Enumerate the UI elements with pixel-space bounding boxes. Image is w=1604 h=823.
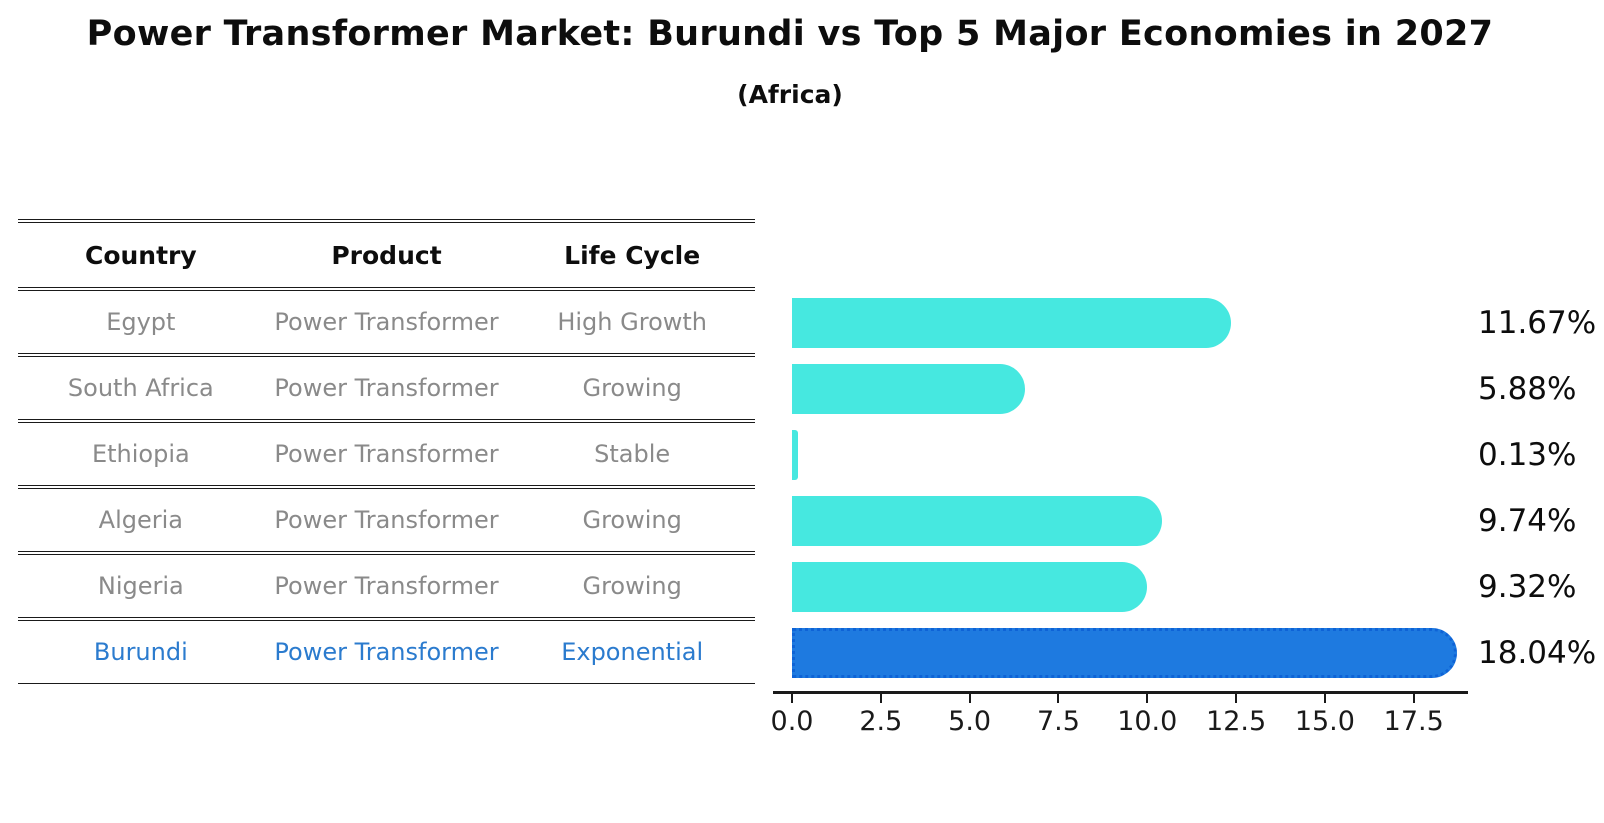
x-axis-tick [1412, 694, 1415, 703]
column-header-lifecycle: Life Cycle [564, 240, 701, 270]
cell-product: Power Transformer [274, 308, 499, 336]
table-row-highlighted: Burundi Power Transformer Exponential [18, 620, 755, 684]
value-labels: 11.67% 5.88% 0.13% 9.74% 9.32% 18.04% [1478, 290, 1604, 686]
x-axis-tick-label: 12.5 [1206, 706, 1267, 737]
country-table: Country Product Life Cycle Egypt Power T… [18, 219, 755, 684]
bar-row [792, 554, 1467, 620]
cell-country: Nigeria [97, 572, 184, 600]
column-header-product: Product [331, 240, 442, 270]
value-label: 9.32% [1478, 569, 1577, 605]
table-row: Ethiopia Power Transformer Stable [18, 422, 755, 486]
table-row: Egypt Power Transformer High Growth [18, 290, 755, 354]
cell-lifecycle: Growing [582, 572, 682, 600]
cell-product: Power Transformer [274, 506, 499, 534]
cell-country: Ethiopia [91, 440, 190, 468]
value-label: 0.13% [1478, 437, 1577, 473]
bar-burundi-highlighted [792, 628, 1457, 678]
table-top-rule [18, 219, 755, 220]
bar-row [792, 620, 1467, 686]
bar-row [792, 488, 1467, 554]
bar-south-africa [792, 364, 1025, 414]
table-row: South Africa Power Transformer Growing [18, 356, 755, 420]
bar-egypt [792, 298, 1231, 348]
x-axis: 0.0 2.5 5.0 7.5 10.0 12.5 15.0 17.5 [771, 691, 1468, 737]
bar-nigeria [792, 562, 1148, 612]
cell-lifecycle: High Growth [557, 308, 708, 336]
x-axis-tick-label: 0.0 [770, 706, 814, 737]
x-axis-tick [1235, 694, 1238, 703]
bar-row [792, 290, 1467, 356]
x-axis-tick-label: 7.5 [1036, 706, 1080, 737]
x-axis-tick-label: 10.0 [1117, 706, 1178, 737]
bar-ethiopia [792, 430, 799, 480]
cell-country: Egypt [106, 308, 176, 336]
cell-country: South Africa [67, 374, 214, 402]
cell-lifecycle: Stable [594, 440, 671, 468]
value-label: 11.67% [1478, 305, 1597, 341]
cell-country: Burundi [93, 638, 188, 666]
value-label: 9.74% [1478, 503, 1577, 539]
table-row: Algeria Power Transformer Growing [18, 488, 755, 552]
x-axis-tick [879, 694, 882, 703]
bar-row [792, 356, 1467, 422]
x-axis-tick-label: 5.0 [948, 706, 992, 737]
cell-lifecycle: Growing [582, 374, 682, 402]
bar-plot [792, 290, 1467, 686]
value-label: 18.04% [1478, 635, 1597, 671]
column-header-country: Country [84, 240, 197, 270]
cell-country: Algeria [98, 506, 183, 534]
cell-lifecycle: Growing [582, 506, 682, 534]
chart-title: Power Transformer Market: Burundi vs Top… [86, 14, 1494, 54]
value-label: 5.88% [1478, 371, 1577, 407]
cell-product: Power Transformer [274, 572, 499, 600]
cell-product: Power Transformer [274, 374, 499, 402]
cell-lifecycle: Exponential [561, 638, 704, 666]
x-axis-tick-label: 2.5 [859, 706, 903, 737]
x-axis-tick [1057, 694, 1060, 703]
table-row: Nigeria Power Transformer Growing [18, 554, 755, 618]
x-axis-tick [791, 694, 793, 703]
cell-product: Power Transformer [274, 440, 499, 468]
x-axis-tick [968, 694, 971, 703]
chart-subtitle: (Africa) [737, 80, 843, 109]
bar-algeria [792, 496, 1163, 546]
x-axis-tick-label: 15.0 [1294, 706, 1355, 737]
x-axis-tick [1323, 694, 1326, 703]
table-header-row: Country Product Life Cycle [18, 222, 755, 288]
cell-product: Power Transformer [274, 638, 499, 666]
bar-row [792, 422, 1467, 488]
x-axis-tick-label: 17.5 [1383, 706, 1444, 737]
x-axis-tick [1146, 694, 1149, 703]
